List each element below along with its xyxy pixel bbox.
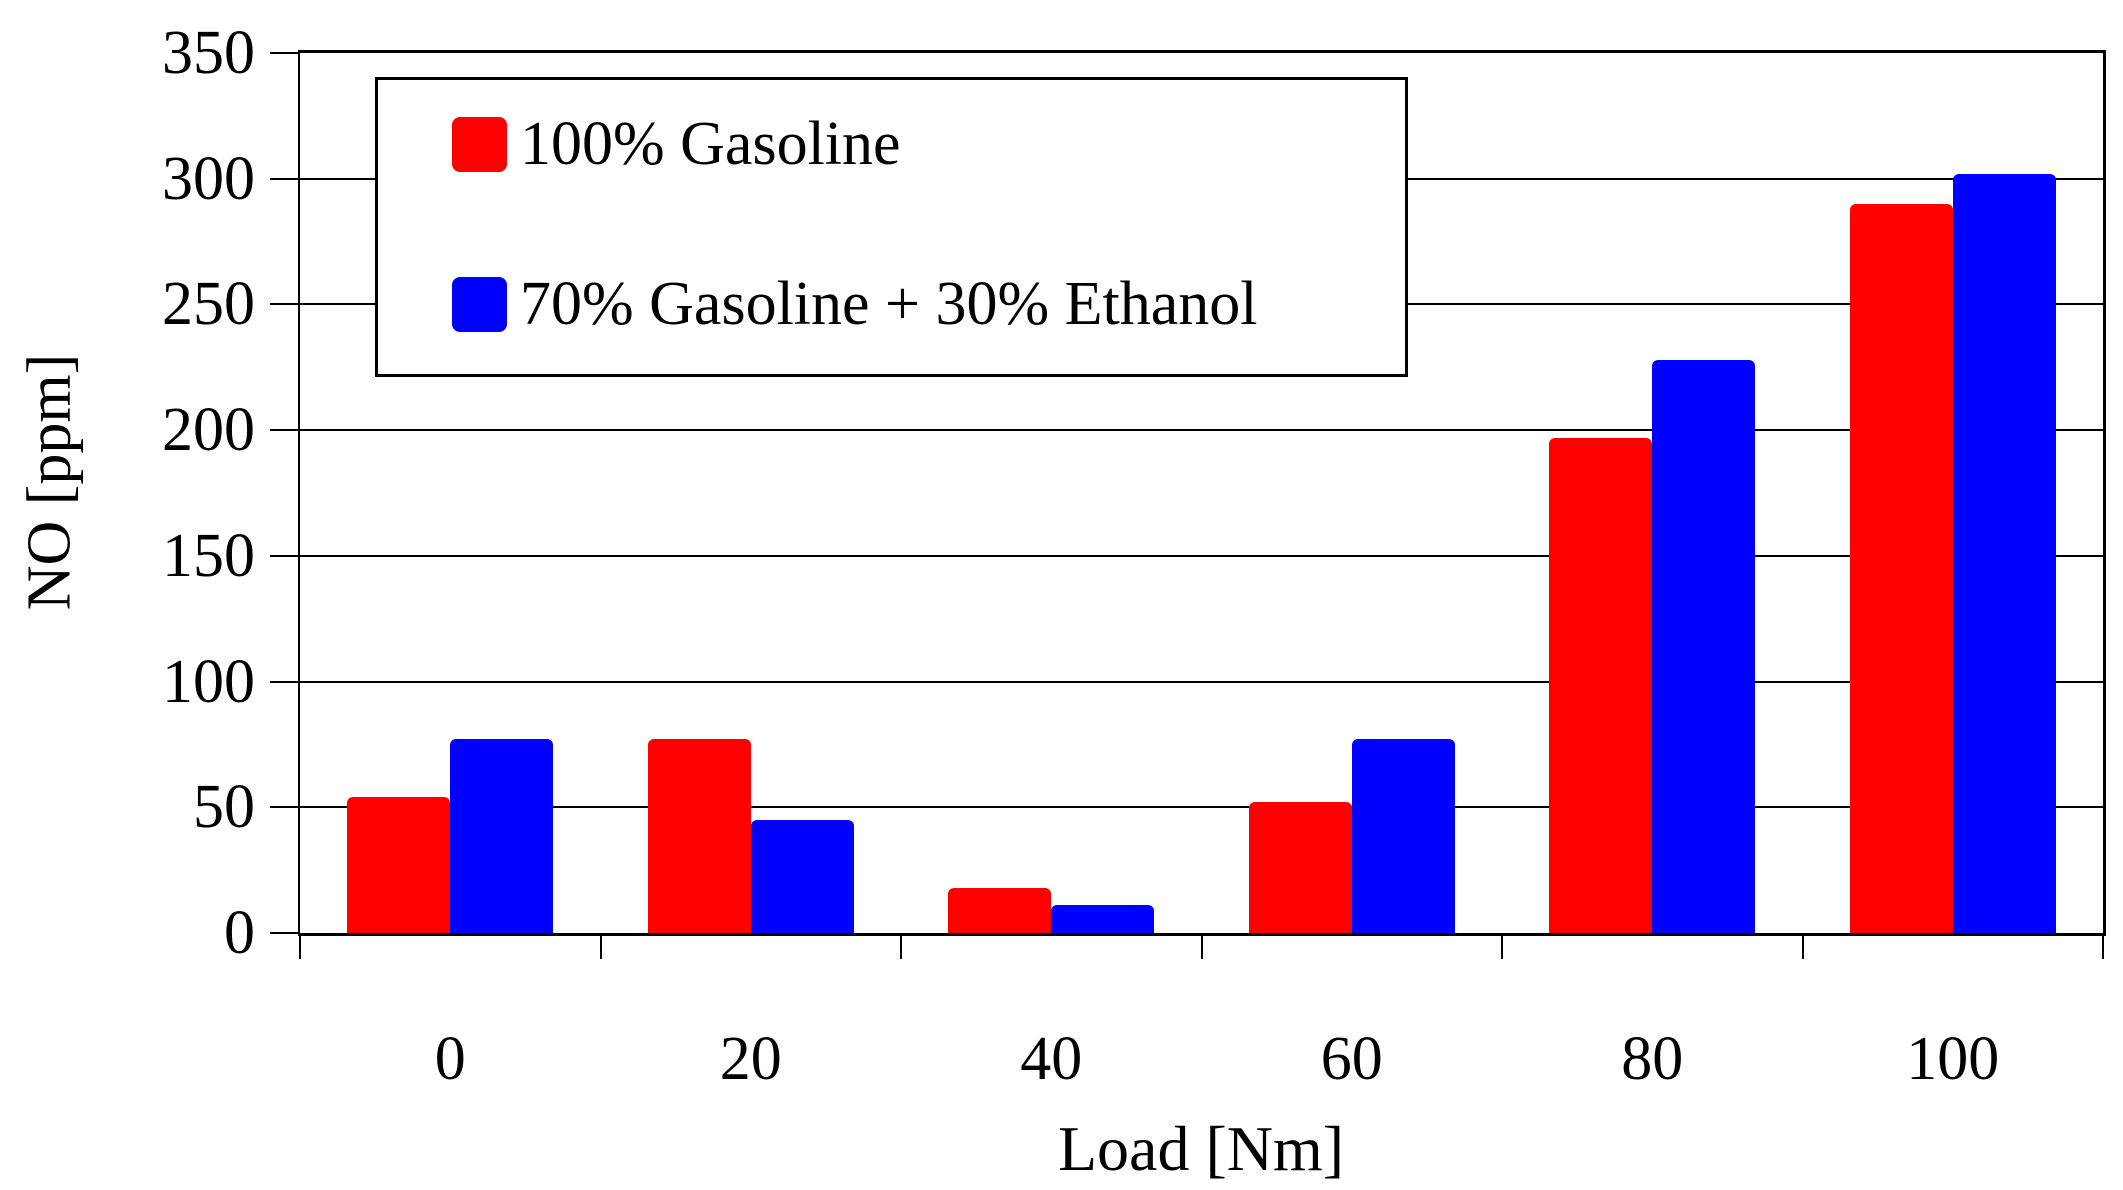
bar-70-gasoline-30-ethanol-load-0 bbox=[450, 739, 554, 933]
x-axis-tick-0 bbox=[299, 933, 301, 959]
y-tick-label-200: 200 bbox=[162, 396, 255, 465]
plot-area bbox=[298, 50, 2106, 936]
y-axis-tick-150 bbox=[270, 554, 300, 557]
bar-100-gasoline-load-100 bbox=[1849, 203, 1953, 933]
bar-70-gasoline-30-ethanol-load-40 bbox=[1051, 905, 1155, 933]
y-tick-label-350: 350 bbox=[162, 19, 255, 87]
x-tick-label-100: 100 bbox=[1906, 1025, 2000, 1093]
y-tick-label-150: 150 bbox=[162, 521, 255, 590]
bar-100-gasoline-load-60 bbox=[1248, 802, 1352, 933]
x-tick-label-40: 40 bbox=[1020, 1025, 1083, 1093]
y-axis-tick-250 bbox=[270, 303, 300, 306]
bar-100-gasoline-load-0 bbox=[347, 797, 451, 933]
bar-70-gasoline-30-ethanol-load-100 bbox=[1952, 173, 2056, 933]
x-tick-label-0: 0 bbox=[434, 1025, 466, 1093]
y-tick-label-300: 300 bbox=[162, 144, 255, 213]
gridline-150 bbox=[300, 554, 2103, 557]
x-axis-tick-6 bbox=[2102, 933, 2104, 959]
x-axis-tick-1 bbox=[599, 933, 602, 959]
bar-70-gasoline-30-ethanol-load-20 bbox=[750, 819, 854, 933]
x-axis-title: Load [Nm] bbox=[1057, 1113, 1345, 1184]
legend-label-100-gasoline: 100% Gasoline bbox=[520, 110, 901, 178]
bar-70-gasoline-30-ethanol-load-80 bbox=[1652, 359, 1756, 933]
bar-100-gasoline-load-40 bbox=[948, 887, 1052, 933]
gridline-50 bbox=[300, 806, 2103, 809]
gridline-200 bbox=[300, 429, 2103, 432]
y-tick-label-50: 50 bbox=[193, 773, 255, 842]
x-axis-tick-2 bbox=[900, 933, 902, 959]
y-tick-label-0: 0 bbox=[224, 899, 255, 967]
x-tick-label-80: 80 bbox=[1621, 1025, 1684, 1093]
y-axis-tick-50 bbox=[270, 806, 300, 809]
bar-70-gasoline-30-ethanol-load-60 bbox=[1351, 739, 1455, 933]
y-axis-tick-300 bbox=[270, 177, 300, 180]
y-tick-label-250: 250 bbox=[162, 270, 255, 339]
x-tick-label-60: 60 bbox=[1320, 1025, 1383, 1093]
bar-100-gasoline-load-80 bbox=[1549, 437, 1653, 933]
x-axis-tick-3 bbox=[1200, 933, 1203, 959]
legend-swatch-70-gasoline-30-ethanol bbox=[452, 277, 507, 332]
y-axis-tick-0 bbox=[270, 932, 300, 934]
y-axis-tick-350 bbox=[270, 52, 300, 54]
x-axis-tick-4 bbox=[1501, 933, 1503, 959]
y-tick-label-100: 100 bbox=[162, 647, 255, 716]
y-axis-tick-200 bbox=[270, 429, 300, 432]
legend-label-70-gasoline-30-ethanol: 70% Gasoline + 30% Ethanol bbox=[520, 270, 1258, 338]
gridline-100 bbox=[300, 680, 2103, 683]
y-axis-tick-100 bbox=[270, 680, 300, 683]
legend-swatch-100-gasoline bbox=[452, 117, 507, 172]
x-tick-label-20: 20 bbox=[719, 1025, 782, 1093]
bar-100-gasoline-load-20 bbox=[647, 739, 751, 933]
legend: 100% Gasoline 70% Gasoline + 30% Ethanol bbox=[375, 77, 1408, 377]
y-axis-title: NO [ppm] bbox=[15, 353, 84, 611]
x-axis-tick-5 bbox=[1801, 933, 1804, 959]
